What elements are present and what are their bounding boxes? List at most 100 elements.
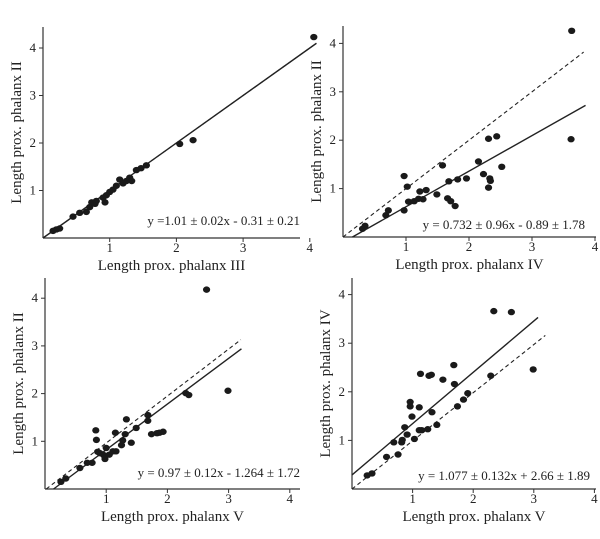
data-point (422, 186, 430, 194)
x-tick-label: 4 (307, 240, 314, 255)
x-tick-label: 2 (173, 240, 180, 255)
regression-equation: y = 1.077 ± 0.132x + 2.66 ± 1.89 (418, 468, 590, 483)
data-point (128, 177, 136, 185)
data-point (382, 453, 391, 461)
data-point (384, 207, 392, 214)
data-point (76, 464, 84, 472)
data-point (88, 459, 96, 466)
data-point (119, 437, 127, 444)
y-tick-label: 3 (32, 338, 39, 353)
data-point (498, 163, 506, 171)
x-tick-label: 4 (591, 491, 598, 506)
data-point (394, 451, 402, 458)
regression-equation: y =1.01 ± 0.02x - 0.31 ± 0.21 (147, 213, 300, 228)
x-tick-label: 3 (240, 240, 247, 255)
data-point (479, 170, 488, 178)
data-point (361, 222, 369, 230)
data-point (464, 390, 472, 397)
data-point (408, 413, 416, 420)
x-tick-label: 4 (287, 491, 294, 506)
data-point (121, 430, 129, 438)
x-tick-label: 1 (103, 491, 110, 506)
data-point (484, 184, 493, 191)
data-point (117, 441, 126, 449)
data-point (144, 417, 152, 424)
identity-line (45, 339, 242, 490)
data-point (101, 199, 109, 206)
data-point (127, 439, 135, 446)
data-point (403, 431, 411, 438)
data-point (416, 188, 424, 195)
data-point (92, 436, 101, 444)
data-point (428, 409, 436, 416)
x-tick-label: 2 (466, 239, 473, 254)
data-point (567, 136, 575, 143)
data-point (400, 207, 408, 214)
data-point (398, 436, 406, 444)
y-tick-label: 4 (339, 287, 346, 302)
data-point (176, 140, 184, 148)
data-point (450, 380, 459, 388)
data-point (92, 427, 100, 434)
x-tick-label: 2 (470, 491, 477, 506)
y-tick-label: 1 (30, 183, 37, 198)
data-point (484, 135, 493, 142)
y-tick-label: 2 (339, 384, 346, 399)
data-point (92, 197, 100, 205)
data-point (185, 391, 193, 399)
data-point (122, 416, 130, 423)
data-point (419, 196, 427, 203)
data-point (368, 470, 376, 477)
regression-equation: y = 0.97 ± 0.12x - 1.264 ± 1.72 (138, 465, 300, 480)
data-point (76, 209, 84, 217)
data-point (529, 366, 537, 373)
data-point (224, 387, 232, 394)
y-tick-label: 4 (32, 290, 39, 305)
y-tick-label: 2 (30, 135, 37, 150)
data-point (415, 404, 423, 411)
identity-line (342, 51, 584, 238)
data-point (433, 421, 441, 429)
y-tick-label: 2 (32, 386, 39, 401)
data-point (450, 361, 458, 369)
data-point (568, 27, 576, 35)
y-tick-label: 3 (330, 84, 337, 99)
data-point (144, 411, 152, 419)
data-point (433, 191, 441, 198)
x-tick-label: 1 (403, 239, 410, 254)
data-point (382, 212, 390, 219)
data-point (310, 33, 318, 41)
data-point (474, 158, 483, 165)
y-tick-label: 1 (330, 181, 337, 196)
y-axis-label: Length prox. phalanx II (9, 61, 25, 203)
data-point (403, 183, 411, 190)
identity-line (351, 334, 546, 490)
data-point (189, 136, 197, 144)
regression-line (351, 316, 539, 476)
data-point (427, 371, 435, 378)
data-point (111, 429, 119, 436)
x-tick-label: 4 (592, 239, 599, 254)
data-point (406, 403, 414, 410)
data-point (486, 177, 495, 185)
data-point (202, 286, 211, 293)
regression-line (42, 42, 317, 239)
y-axis-label: Length prox. phalanx II (309, 60, 325, 202)
data-point (404, 198, 413, 205)
y-tick-label: 2 (330, 132, 337, 147)
data-point (462, 175, 471, 182)
y-tick-label: 3 (339, 335, 346, 350)
y-tick-label: 1 (32, 433, 39, 448)
data-point (159, 428, 167, 435)
data-point (56, 225, 64, 232)
data-point (147, 430, 156, 438)
x-tick-label: 3 (225, 491, 232, 506)
data-point (112, 448, 120, 455)
scatter-panel-2: 1 2 3 4 1 2 3 4 y = 0.732 ± 0.96x - 0.89 ± 1.78 L… (309, 26, 599, 273)
data-point (142, 162, 150, 169)
data-point (439, 376, 447, 383)
x-axis-label: Length prox. phalanx V (402, 509, 545, 525)
x-axis-label: Length prox. phalanx III (98, 258, 245, 274)
